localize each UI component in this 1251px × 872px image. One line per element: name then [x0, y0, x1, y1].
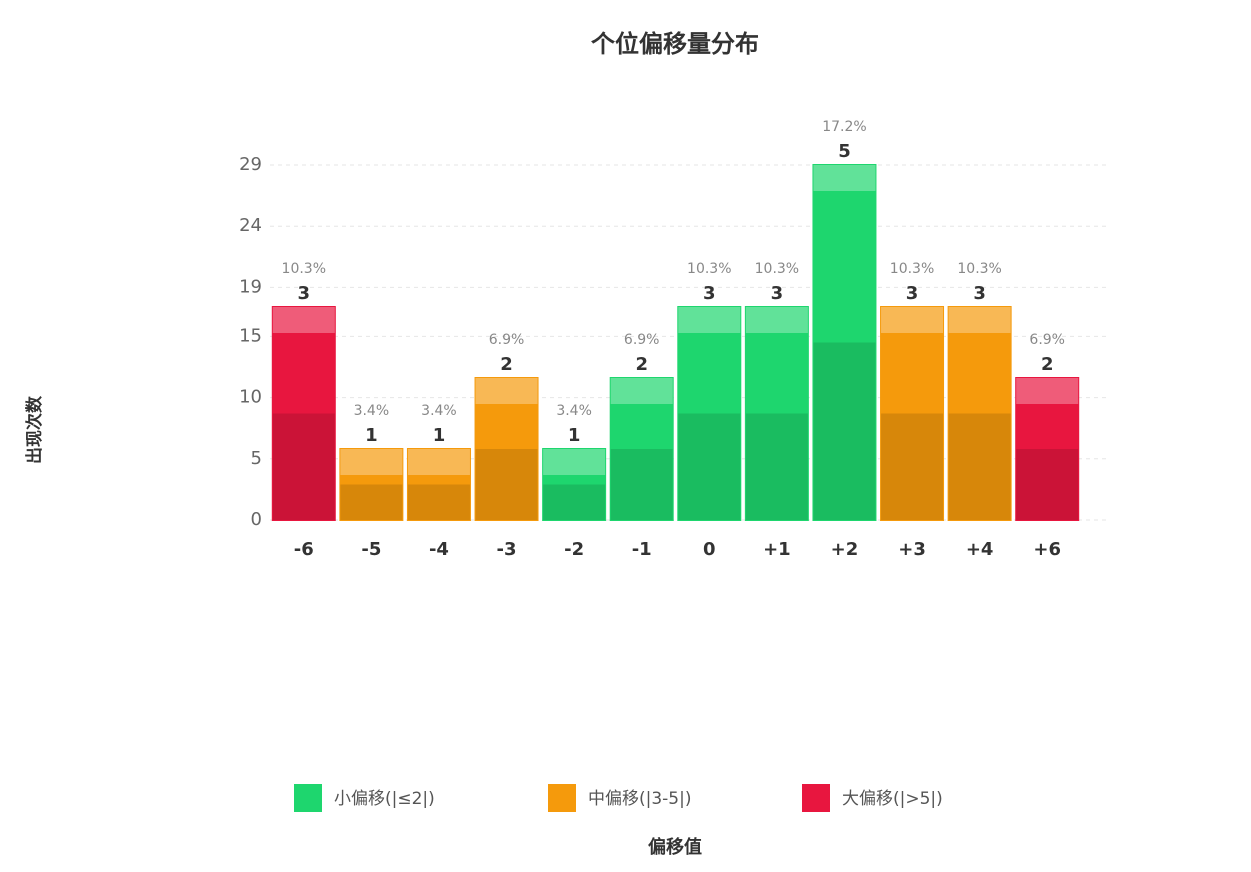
- y-tick-label: 10: [239, 387, 262, 408]
- bar: [1015, 377, 1080, 521]
- bar-shade: [1016, 449, 1079, 520]
- bar: [339, 448, 404, 521]
- percent-label: 6.9%: [489, 332, 525, 348]
- legend-swatch: [802, 784, 830, 812]
- bar: [609, 377, 674, 521]
- bar: [474, 377, 539, 521]
- bar-shade: [881, 413, 944, 520]
- value-label: 1: [365, 425, 378, 446]
- x-tick-label: -6: [294, 539, 314, 560]
- percent-label: 3.4%: [354, 403, 390, 419]
- x-tick-label: -2: [564, 539, 584, 560]
- legend-label: 中偏移(|3-5|): [588, 789, 692, 809]
- x-tick-label: -5: [361, 539, 381, 560]
- percent-label: 10.3%: [957, 261, 1001, 277]
- percent-label: 6.9%: [1029, 332, 1065, 348]
- bar-shade: [407, 484, 470, 520]
- bar-highlight: [1016, 378, 1079, 404]
- bar: [406, 448, 471, 521]
- y-tick-label: 0: [251, 509, 262, 530]
- bar-highlight: [340, 449, 403, 475]
- bar: [677, 306, 742, 521]
- percent-label: 6.9%: [624, 332, 660, 348]
- x-tick-label: +2: [831, 539, 859, 560]
- value-label: 3: [973, 283, 986, 304]
- legend-label: 小偏移(|≤2|): [334, 789, 435, 809]
- percent-label: 10.3%: [755, 261, 799, 277]
- x-tick-label: +1: [763, 539, 791, 560]
- y-tick-label: 29: [239, 154, 262, 175]
- x-tick-label: 0: [703, 539, 716, 560]
- bar-highlight: [475, 378, 538, 404]
- bar-shade: [813, 342, 876, 520]
- bar: [812, 164, 877, 521]
- percent-label: 10.3%: [282, 261, 326, 277]
- bar-shade: [610, 449, 673, 520]
- bar-highlight: [678, 307, 741, 333]
- bar-highlight: [272, 307, 335, 333]
- x-tick-label: +6: [1033, 539, 1061, 560]
- value-label: 3: [703, 283, 716, 304]
- legend-swatch: [548, 784, 576, 812]
- percent-label: 3.4%: [421, 403, 457, 419]
- value-label: 3: [771, 283, 784, 304]
- bar-shade: [543, 484, 606, 520]
- value-label: 5: [838, 141, 851, 162]
- y-tick-label: 15: [239, 325, 262, 346]
- bar-highlight: [948, 307, 1011, 333]
- legend-swatch: [294, 784, 322, 812]
- x-tick-label: +4: [966, 539, 994, 560]
- value-label: 1: [568, 425, 581, 446]
- bar: [947, 306, 1012, 521]
- bar-highlight: [881, 307, 944, 333]
- y-tick-label: 24: [239, 215, 262, 236]
- x-tick-label: +3: [898, 539, 926, 560]
- bar-highlight: [610, 378, 673, 404]
- bar-shade: [475, 449, 538, 520]
- bar-shade: [678, 413, 741, 520]
- percent-label: 17.2%: [822, 119, 866, 135]
- x-tick-label: -1: [632, 539, 652, 560]
- value-label: 2: [1041, 354, 1054, 375]
- value-label: 2: [635, 354, 648, 375]
- bar-shade: [340, 484, 403, 520]
- bar: [744, 306, 809, 521]
- bar-highlight: [745, 307, 808, 333]
- y-tick-label: 5: [251, 448, 262, 469]
- percent-label: 10.3%: [687, 261, 731, 277]
- chart-title: 个位偏移量分布: [591, 30, 759, 58]
- percent-label: 10.3%: [890, 261, 934, 277]
- value-label: 3: [906, 283, 919, 304]
- bar-shade: [948, 413, 1011, 520]
- bar: [880, 306, 945, 521]
- x-tick-label: -4: [429, 539, 449, 560]
- x-tick-label: -3: [497, 539, 517, 560]
- bar-highlight: [407, 449, 470, 475]
- y-tick-label: 19: [239, 276, 262, 297]
- bar-highlight: [543, 449, 606, 475]
- legend-label: 大偏移(|>5|): [842, 789, 943, 809]
- x-axis-title: 偏移值: [648, 836, 702, 858]
- percent-label: 3.4%: [556, 403, 592, 419]
- y-axis-title: 出现次数: [24, 395, 45, 464]
- bar-shade: [745, 413, 808, 520]
- bar: [542, 448, 607, 521]
- value-label: 1: [433, 425, 446, 446]
- bar-highlight: [813, 165, 876, 191]
- bar: [271, 306, 336, 521]
- value-label: 3: [298, 283, 311, 304]
- value-label: 2: [500, 354, 513, 375]
- bar-shade: [272, 413, 335, 520]
